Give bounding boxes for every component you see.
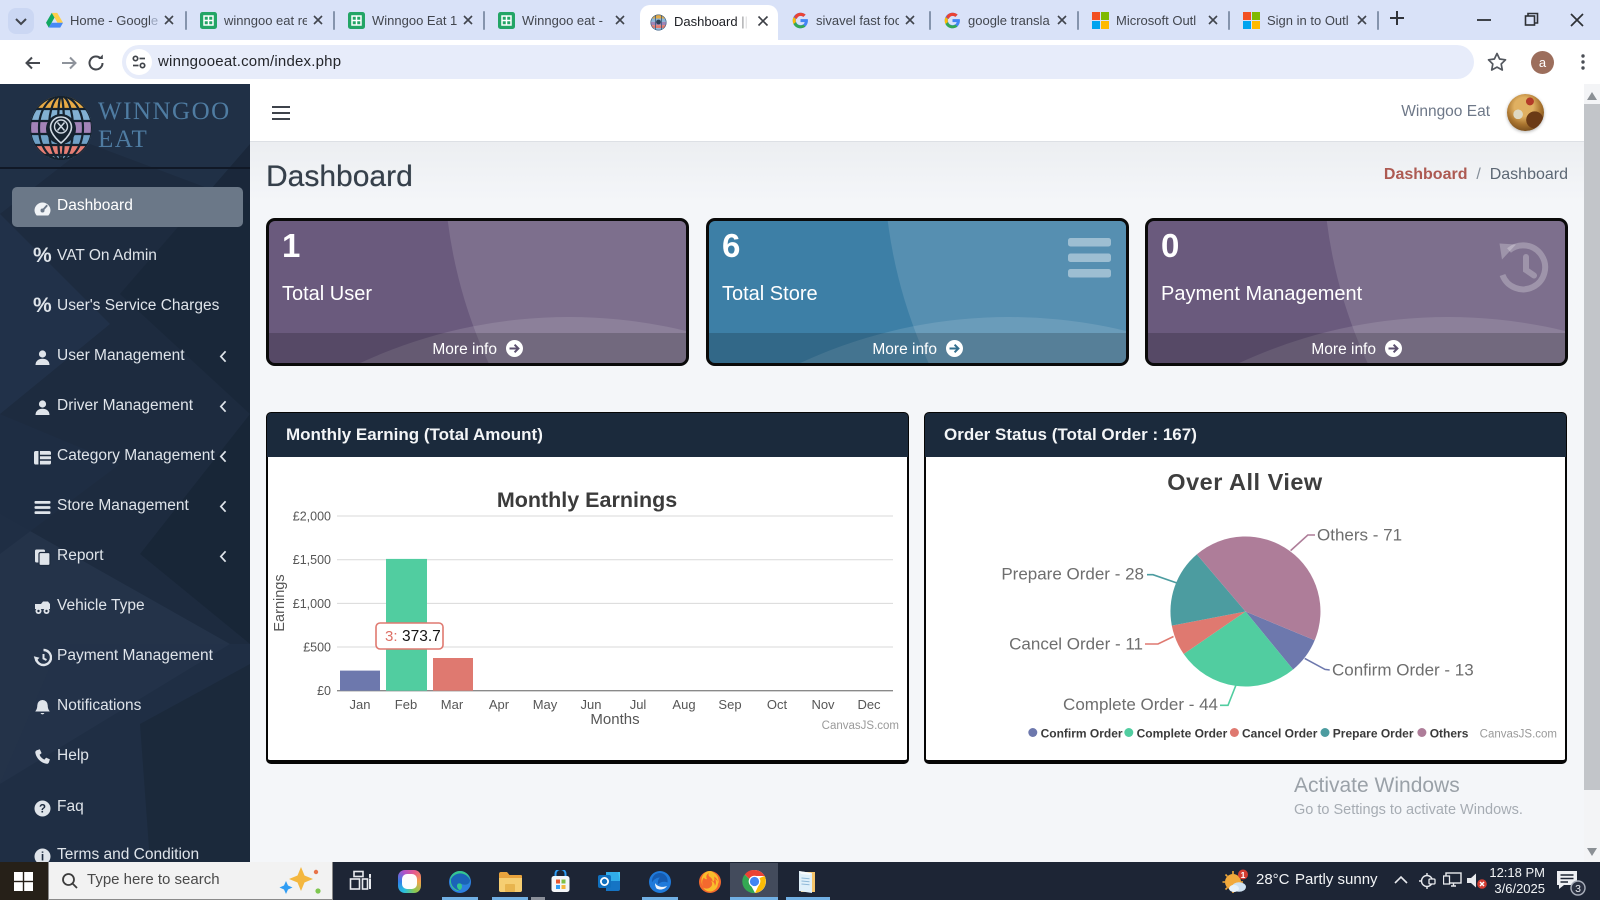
- svg-text:?: ?: [39, 804, 46, 816]
- svg-text:£0: £0: [317, 684, 331, 698]
- svg-text:Prepare Order: Prepare Order: [1333, 727, 1414, 741]
- svg-text:£1,000: £1,000: [293, 597, 331, 611]
- svg-text:Cancel Order: Cancel Order: [1242, 727, 1318, 741]
- svg-text:Aug: Aug: [672, 697, 695, 712]
- svg-text:£2,000: £2,000: [293, 510, 331, 524]
- svg-text:Confirm Order: Confirm Order: [1041, 727, 1123, 741]
- svg-text:Sep: Sep: [718, 697, 741, 712]
- svg-text:Jul: Jul: [630, 697, 647, 712]
- svg-text:Feb: Feb: [395, 697, 417, 712]
- svg-text:Earnings: Earnings: [272, 574, 288, 631]
- svg-text:CanvasJS.com: CanvasJS.com: [822, 720, 899, 732]
- svg-text:Mar: Mar: [441, 697, 464, 712]
- svg-text:Complete Order: Complete Order: [1137, 727, 1228, 741]
- svg-text:Monthly Earnings: Monthly Earnings: [497, 488, 677, 512]
- svg-text:Dec: Dec: [857, 697, 881, 712]
- svg-text:Oct: Oct: [767, 697, 788, 712]
- svg-text:May: May: [533, 697, 558, 712]
- svg-text:CanvasJS.com: CanvasJS.com: [1480, 729, 1557, 741]
- svg-text:£1,500: £1,500: [293, 553, 331, 567]
- svg-text:Months: Months: [590, 711, 639, 728]
- svg-text:Jan: Jan: [350, 697, 371, 712]
- svg-text:Cancel Order - 11: Cancel Order - 11: [1009, 635, 1143, 654]
- svg-text:373.7: 373.7: [402, 628, 441, 645]
- svg-text:3: 3: [1575, 883, 1581, 895]
- svg-text:1: 1: [1241, 870, 1246, 880]
- svg-text:3:: 3:: [385, 628, 398, 645]
- svg-text:Others: Others: [1430, 727, 1469, 741]
- svg-text:Complete Order - 44: Complete Order - 44: [1063, 695, 1218, 714]
- svg-text:i: i: [41, 850, 44, 863]
- svg-text:Jun: Jun: [581, 697, 602, 712]
- svg-text:Nov: Nov: [811, 697, 835, 712]
- svg-text:Apr: Apr: [489, 697, 510, 712]
- svg-text:Others - 71: Others - 71: [1317, 526, 1402, 545]
- svg-text:Confirm Order - 13: Confirm Order - 13: [1332, 661, 1474, 680]
- svg-text:Over All View: Over All View: [1167, 469, 1323, 495]
- svg-text:£500: £500: [303, 641, 331, 655]
- svg-text:Prepare Order - 28: Prepare Order - 28: [1001, 565, 1144, 584]
